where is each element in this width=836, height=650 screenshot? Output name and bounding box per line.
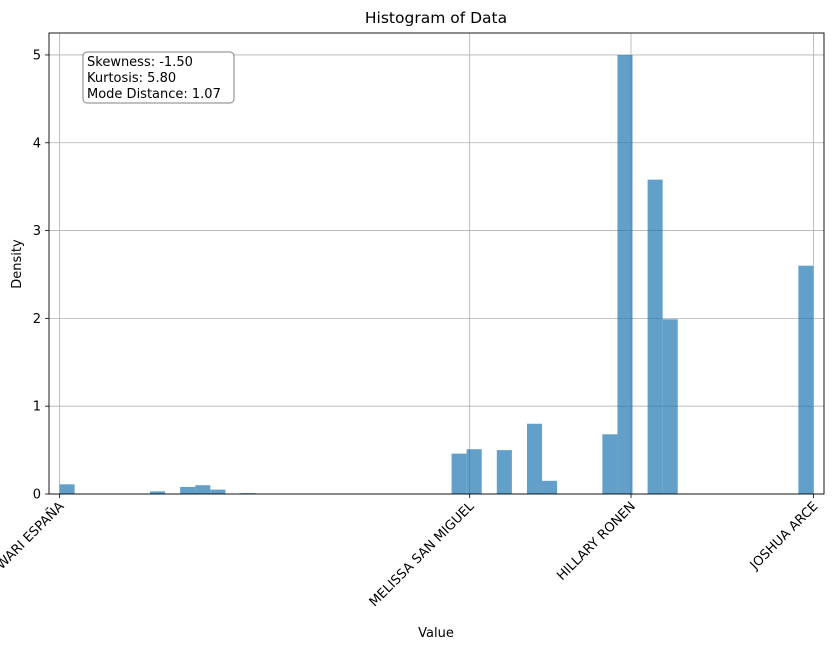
y-tick-label: 5 — [33, 48, 41, 63]
histogram-bar — [180, 486, 196, 494]
histogram-bar — [602, 434, 618, 494]
y-axis-label: Density — [10, 239, 25, 289]
x-axis-label: Value — [418, 626, 454, 641]
histogram-bar — [662, 319, 678, 494]
plot-frame — [48, 32, 825, 495]
bars — [59, 54, 814, 494]
stats-annotation: Skewness: -1.50 Kurtosis: 5.80 Mode Dist… — [82, 51, 235, 104]
histogram-bar — [451, 453, 467, 494]
y-tick-label: 3 — [33, 224, 41, 239]
stats-annotation-box — [82, 51, 235, 104]
annotation-mode-distance: Mode Distance: 1.07 — [87, 87, 221, 102]
histogram-bar — [466, 449, 482, 494]
histogram-bar — [195, 485, 211, 494]
chart-title: Histogram of Data — [365, 9, 507, 27]
annotation-kurtosis: Kurtosis: 5.80 — [87, 71, 176, 86]
histogram-bar — [210, 489, 226, 494]
annotation-skewness: Skewness: -1.50 — [87, 55, 193, 70]
histogram-bar — [526, 423, 543, 494]
histogram-bar — [798, 265, 814, 494]
y-axis-ticks: 0 1 2 3 4 5 — [33, 48, 49, 503]
histogram-bar — [617, 54, 633, 494]
y-tick-label: 1 — [33, 400, 41, 415]
histogram-bar — [496, 450, 512, 494]
y-tick-label: 2 — [33, 312, 41, 327]
y-tick-label: 0 — [33, 488, 41, 503]
y-tick-label: 4 — [33, 136, 41, 151]
histogram-bar — [647, 179, 663, 494]
histogram-bar — [59, 484, 75, 494]
histogram-bar — [542, 480, 558, 494]
histogram-bar — [150, 491, 166, 494]
